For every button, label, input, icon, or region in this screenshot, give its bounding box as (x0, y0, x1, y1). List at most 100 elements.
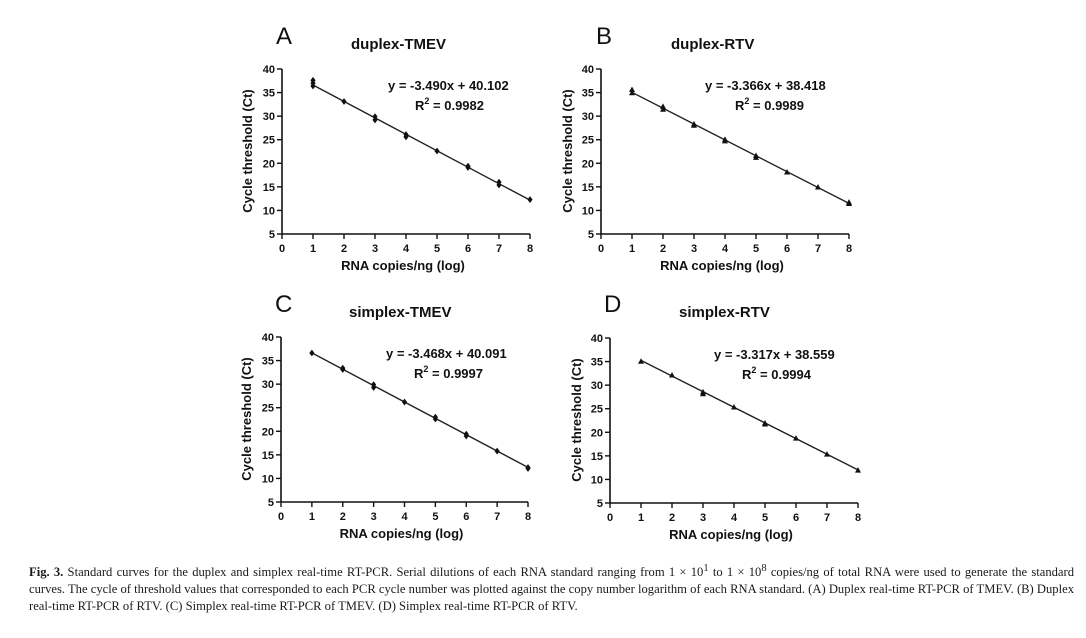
x-tick-label: 0 (607, 512, 613, 524)
x-tick-label: 1 (629, 243, 635, 255)
data-point (784, 168, 790, 175)
x-tick-label: 4 (401, 511, 408, 523)
r-squared-label: R (735, 98, 745, 113)
y-tick-label: 20 (262, 426, 274, 438)
y-tick-label: 15 (262, 450, 274, 462)
y-tick-label: 30 (582, 111, 594, 123)
caption-text-3: copies/ng of total RNA were used to gene… (29, 565, 1075, 614)
x-tick-label: 0 (279, 243, 285, 255)
regression-line (640, 359, 859, 471)
panel-letter: D (604, 291, 621, 318)
y-tick-label: 20 (263, 158, 275, 170)
figure-caption: Fig. 3. Standard curves for the duplex a… (29, 560, 1074, 615)
x-tick-label: 7 (496, 243, 502, 255)
y-tick-label: 5 (597, 498, 603, 510)
data-point (846, 200, 852, 207)
x-tick-label: 6 (793, 512, 799, 524)
r-squared-exponent: 2 (744, 96, 749, 106)
y-tick-label: 25 (263, 135, 275, 147)
data-point (372, 116, 378, 124)
x-tick-label: 8 (525, 511, 531, 523)
x-tick-label: 1 (309, 511, 315, 523)
x-tick-label: 4 (731, 512, 738, 524)
x-tick-label: 0 (278, 511, 284, 523)
y-tick-label: 20 (591, 427, 603, 439)
y-tick-label: 40 (263, 64, 275, 76)
data-point (403, 133, 409, 141)
data-point (401, 398, 408, 406)
y-tick-label: 25 (262, 403, 274, 415)
x-tick-label: 3 (691, 243, 697, 255)
x-tick-label: 6 (784, 243, 790, 255)
x-tick-label: 5 (753, 243, 759, 255)
y-axis-label: Cycle threshold (Ct) (569, 358, 584, 482)
data-point (691, 122, 697, 128)
x-tick-label: 3 (700, 512, 706, 524)
x-tick-label: 5 (432, 511, 438, 523)
data-point (629, 89, 635, 96)
data-point (638, 358, 644, 364)
regression-equation: y = -3.317x + 38.559 (714, 347, 835, 362)
r-squared-label: R (742, 367, 752, 382)
data-point (341, 98, 347, 105)
r-squared-value: = 0.9994 (756, 367, 811, 382)
y-tick-label: 30 (263, 111, 275, 123)
x-tick-label: 1 (638, 512, 644, 524)
data-point (629, 86, 635, 92)
data-point (753, 154, 759, 160)
data-point (722, 137, 728, 144)
r-squared: R2 = 0.9989 (735, 96, 804, 113)
x-axis-label: RNA copies/ng (log) (660, 258, 784, 273)
x-tick-label: 2 (341, 243, 347, 255)
caption-sup-2: 8 (761, 563, 767, 574)
x-tick-label: 6 (463, 511, 469, 523)
x-tick-label: 8 (846, 243, 852, 255)
r-squared: R2 = 0.9997 (414, 364, 483, 381)
data-point (434, 147, 440, 155)
x-tick-label: 2 (669, 512, 675, 524)
y-tick-label: 5 (588, 229, 594, 241)
x-tick-label: 0 (598, 243, 604, 255)
data-point (731, 404, 737, 410)
y-tick-label: 10 (262, 473, 274, 485)
x-tick-label: 7 (494, 511, 500, 523)
y-tick-label: 10 (582, 205, 594, 217)
panel-title: duplex-RTV (671, 36, 754, 53)
x-axis-label: RNA copies/ng (log) (340, 526, 464, 541)
x-tick-label: 5 (434, 243, 440, 255)
y-tick-label: 35 (263, 88, 275, 100)
y-tick-label: 25 (591, 404, 603, 416)
x-axis-label: RNA copies/ng (log) (669, 527, 793, 542)
data-point (660, 103, 666, 109)
data-point (669, 371, 675, 378)
y-tick-label: 35 (262, 356, 274, 368)
y-tick-label: 10 (263, 205, 275, 217)
y-tick-label: 40 (591, 333, 603, 345)
x-axis-label: RNA copies/ng (log) (341, 258, 465, 273)
data-point (700, 390, 706, 397)
y-tick-label: 20 (582, 158, 594, 170)
y-axis-label: Cycle threshold (Ct) (239, 357, 254, 481)
panel-title: simplex-RTV (679, 304, 770, 321)
y-tick-label: 5 (268, 497, 274, 509)
x-tick-label: 2 (340, 511, 346, 523)
data-point (527, 196, 533, 203)
y-tick-label: 25 (582, 135, 594, 147)
y-tick-label: 30 (262, 379, 274, 391)
y-tick-label: 35 (582, 88, 594, 100)
x-tick-label: 2 (660, 243, 666, 255)
regression-line (312, 84, 531, 201)
r-squared-label: R (415, 98, 425, 113)
regression-equation: y = -3.366x + 38.418 (705, 78, 826, 93)
x-tick-label: 3 (372, 243, 378, 255)
x-tick-label: 5 (762, 512, 768, 524)
caption-text-2: to 1 × 10 (708, 565, 762, 580)
caption-fig-label: Fig. 3. (29, 565, 64, 580)
data-point (660, 106, 666, 112)
r-squared-value: = 0.9989 (749, 98, 804, 113)
